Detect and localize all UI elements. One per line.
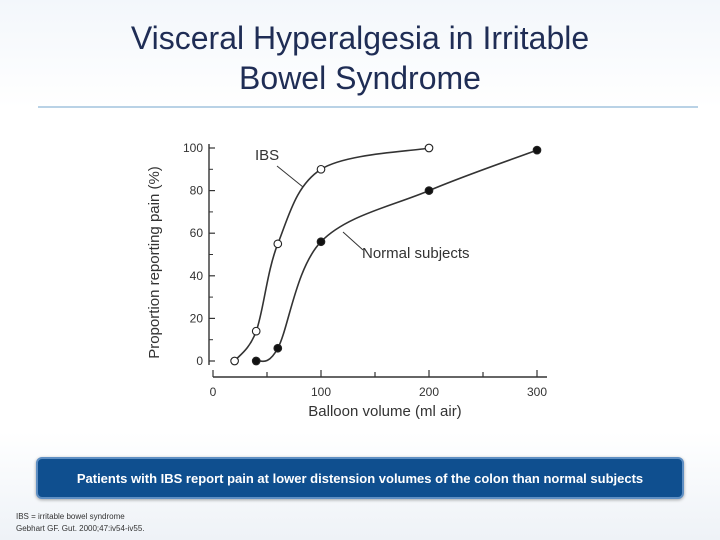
chart-panel: 0 20 40 60 80 100 0 100 200 300 Balloon volume (ml… (137, 132, 583, 434)
key-finding-callout: Patients with IBS report pain at lower d… (36, 457, 684, 499)
series-points (230, 143, 542, 366)
slide-title: Visceral Hyperalgesia in Irritable Bowel… (40, 18, 680, 98)
footnote: IBS = irritable bowel syndrome Gebhart G… (16, 511, 145, 535)
series-lines (233, 147, 538, 363)
ibs-point (273, 239, 283, 249)
x-tick-label: 0 (210, 385, 217, 399)
ibs-point (316, 164, 326, 174)
slide-title-line-2: Bowel Syndrome (239, 60, 481, 96)
title-divider (38, 106, 698, 108)
y-axis-title: Proportion reporting pain (%) (146, 166, 163, 359)
axes: 0 20 40 60 80 100 0 100 200 300 Balloon volume (ml… (146, 141, 547, 420)
ibs-label: IBS (255, 147, 279, 164)
ibs-point (230, 356, 239, 366)
x-tick-label: 100 (311, 385, 331, 399)
y-tick-label: 60 (190, 226, 204, 240)
normal-subjects-point (532, 145, 542, 155)
slide-title-line-1: Visceral Hyperalgesia in Irritable (130, 20, 590, 56)
footnote-citation: Gebhart GF. Gut. 2000;47:iv54-iv55. (16, 524, 145, 533)
footnote-abbreviation: IBS = irritable bowel syndrome (16, 512, 125, 521)
normal-subjects-line (255, 149, 538, 363)
y-tick-label: 40 (190, 269, 204, 283)
normal-subjects-leader (342, 231, 364, 251)
normal-subjects-point (424, 186, 434, 195)
y-tick-label: 100 (183, 141, 203, 155)
ibs-point (424, 143, 434, 153)
y-tick-label: 0 (196, 354, 203, 368)
ibs-line (233, 147, 430, 362)
ibs-point (251, 326, 261, 336)
normal-subjects-point (316, 237, 326, 247)
ibs-leader (276, 165, 304, 188)
y-tick-label: 20 (190, 311, 204, 325)
x-tick-label: 200 (419, 385, 439, 399)
y-tick-label: 80 (190, 184, 204, 198)
x-tick-label: 300 (527, 385, 547, 399)
series-labels: IBS Normal subjects (255, 147, 470, 262)
normal-subjects-label: Normal subjects (362, 245, 470, 262)
normal-subjects-point (273, 343, 283, 353)
callout-text: Patients with IBS report pain at lower d… (76, 470, 644, 486)
normal-subjects-point (251, 356, 261, 366)
x-axis-title: Balloon volume (ml air) (308, 403, 461, 420)
pain-threshold-chart: 0 20 40 60 80 100 0 100 200 300 Balloon volume (ml… (146, 141, 547, 420)
